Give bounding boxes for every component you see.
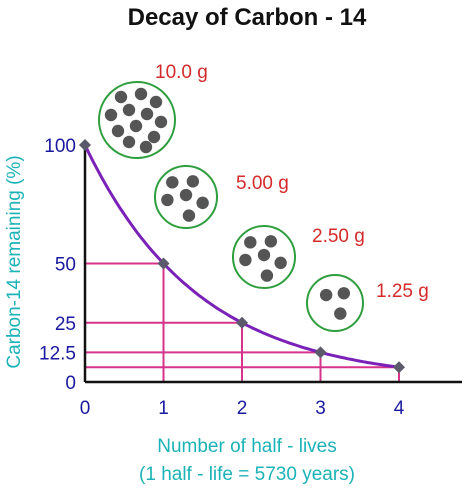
x-tick-label: 4: [394, 398, 405, 419]
data-point: [314, 346, 327, 359]
y-tick-label: 50: [55, 255, 76, 276]
carbon-atom: [186, 175, 200, 188]
carbon-atom: [196, 196, 209, 210]
x-axis-label: Number of half - lives: [157, 436, 337, 457]
sample-4: 1.25 g: [306, 274, 429, 332]
chart-title: Decay of Carbon - 14: [128, 4, 367, 31]
data-point: [79, 139, 91, 151]
data-point: [236, 316, 248, 329]
x-tick-labels: 0 1 2 3 4: [80, 398, 405, 419]
carbon-atom: [111, 124, 125, 138]
data-point: [157, 257, 170, 270]
x-tick-label: 1: [158, 398, 169, 419]
mass-label: 1.25 g: [376, 281, 429, 302]
sample-illustrations: 10.0 g 5.00 g 2.50 g 1.25 g: [98, 62, 429, 332]
carbon-atom: [182, 209, 196, 222]
carbon-atom: [319, 288, 333, 302]
mass-label: 5.00 g: [236, 173, 289, 194]
carbon-atom: [166, 176, 179, 189]
carbon-atom: [257, 248, 271, 262]
x-axis-sublabel: (1 half - life = 5730 years): [139, 464, 355, 485]
sample-3: 2.50 g: [232, 225, 365, 289]
carbon-atom: [122, 103, 136, 117]
sample-circle: [306, 274, 364, 332]
carbon-atom: [239, 253, 252, 267]
carbon-atom: [244, 236, 257, 249]
y-tick-labels: 0 12.5 25 50 100: [39, 136, 76, 394]
carbon-atom: [139, 140, 153, 154]
sample-2: 5.00 g: [154, 165, 289, 229]
carbon-atom: [337, 287, 351, 300]
carbon-atom: [129, 119, 143, 133]
carbon-atom: [104, 108, 118, 122]
carbon-atom: [140, 107, 154, 121]
carbon-atom: [264, 235, 278, 248]
carbon-atom: [161, 193, 174, 207]
data-point: [393, 361, 405, 374]
mass-label: 10.0 g: [155, 62, 208, 83]
carbon-atom: [179, 188, 193, 202]
carbon-atom: [274, 256, 287, 270]
x-tick-label: 2: [237, 398, 248, 419]
mass-label: 2.50 g: [312, 226, 365, 247]
y-axis-label: Carbon-14 remaining (%): [4, 155, 25, 368]
carbon-atom: [147, 130, 161, 144]
carbon-atom: [154, 115, 168, 129]
carbon-atom: [149, 95, 163, 109]
x-tick-label: 0: [80, 398, 91, 419]
y-tick-label: 100: [44, 136, 76, 157]
carbon-atom: [134, 87, 148, 101]
carbon-atom: [122, 135, 136, 149]
data-points: [79, 139, 405, 374]
y-tick-label: 25: [55, 314, 76, 335]
y-tick-label: 12.5: [39, 343, 76, 364]
carbon-atom: [260, 269, 274, 282]
carbon-atom: [114, 90, 128, 104]
carbon-atom: [334, 307, 347, 320]
sample-1: 10.0 g: [98, 62, 208, 159]
y-tick-label: 0: [65, 373, 76, 394]
x-tick-label: 3: [315, 398, 326, 419]
